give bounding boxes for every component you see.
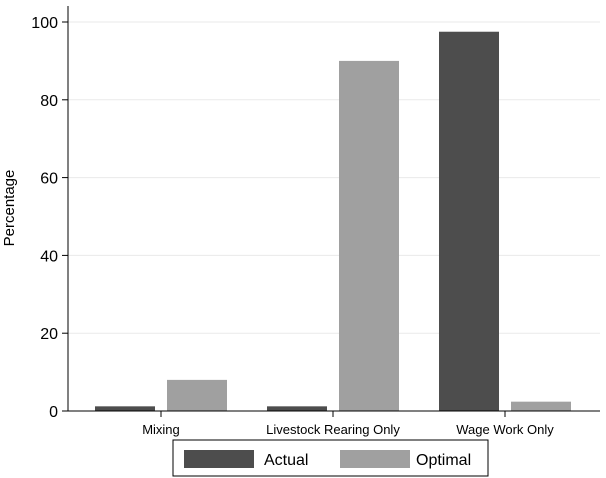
legend: Actual Optimal [172, 439, 489, 477]
bars [95, 31, 571, 412]
legend-swatch-actual [184, 450, 254, 468]
bar-actual-2 [439, 31, 499, 411]
y-axis-title: Percentage [1, 170, 18, 247]
y-tick-label: 60 [40, 171, 58, 188]
legend-label-actual: Actual [264, 452, 308, 469]
x-tick-label: Mixing [142, 422, 180, 437]
y-ticks: 0 20 40 60 80 100 [31, 15, 68, 421]
y-tick-label: 80 [40, 93, 58, 110]
axes [67, 6, 600, 412]
gridlines [68, 21, 600, 334]
y-tick-label: 20 [40, 326, 58, 343]
y-tick-label: 0 [49, 404, 58, 421]
y-tick-label: 100 [31, 15, 58, 32]
x-tick-label: Livestock Rearing Only [266, 422, 400, 437]
x-tick-label: Wage Work Only [456, 422, 554, 437]
legend-swatch-optimal [340, 450, 410, 468]
bar-optimal-1 [339, 60, 399, 412]
bar-optimal-2 [511, 401, 571, 411]
bar-optimal-0 [167, 379, 227, 411]
x-ticks: Mixing Livestock Rearing Only Wage Work On… [142, 411, 554, 437]
bar-actual-0 [95, 406, 155, 411]
legend-label-optimal: Optimal [416, 452, 471, 469]
bar-actual-1 [267, 406, 327, 411]
y-tick-label: 40 [40, 248, 58, 265]
